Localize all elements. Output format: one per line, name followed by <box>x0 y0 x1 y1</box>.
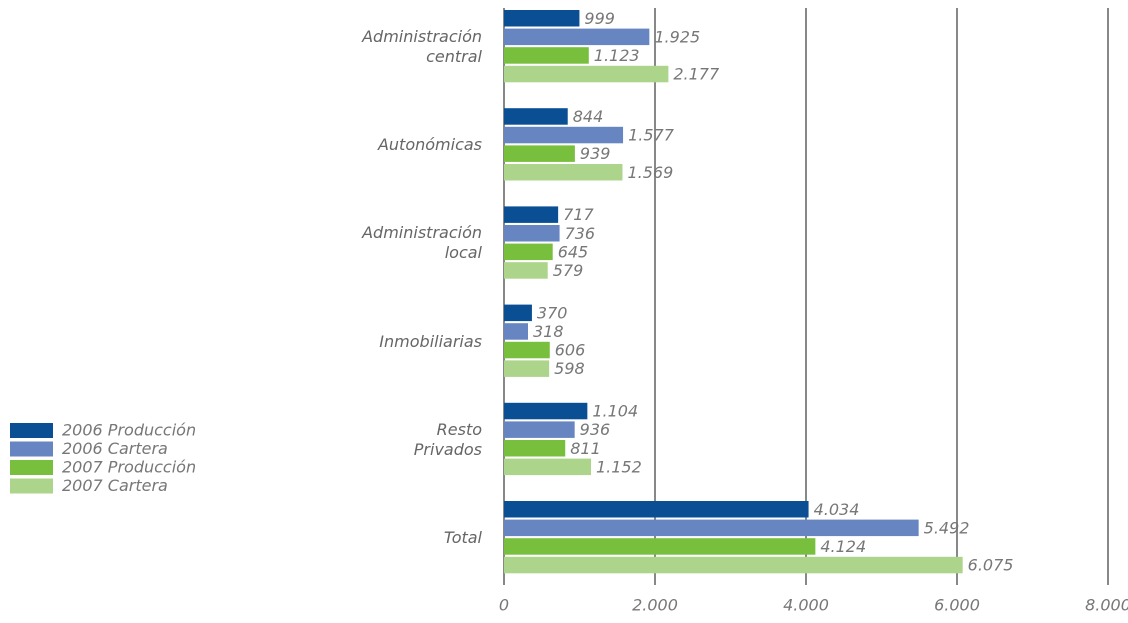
category-label: Resto Privados <box>413 419 482 459</box>
legend-swatch <box>10 423 53 438</box>
bar <box>504 519 919 537</box>
value-label: 645 <box>558 242 589 261</box>
x-tick-label: 4.000 <box>783 596 829 615</box>
value-label: 318 <box>533 322 564 341</box>
bar <box>504 458 591 476</box>
value-label: 1.569 <box>627 163 673 182</box>
legend-swatch <box>10 478 53 494</box>
value-label: 1.925 <box>654 27 700 46</box>
value-label: 844 <box>573 107 604 126</box>
value-label: 598 <box>554 359 585 378</box>
x-tick-label: 8.000 <box>1085 596 1128 615</box>
value-label: 811 <box>570 439 601 458</box>
value-label: 2.177 <box>673 65 720 84</box>
bar <box>504 164 623 181</box>
bar <box>504 304 532 322</box>
bar <box>504 108 568 125</box>
bar <box>504 440 566 457</box>
legend-label: 2006 Cartera <box>62 439 168 458</box>
legend-label: 2007 Cartera <box>62 476 168 495</box>
bar <box>504 262 548 279</box>
legend-label: 2006 Producción <box>62 421 196 440</box>
value-label: 1.123 <box>594 46 640 65</box>
bar <box>504 225 560 242</box>
value-label: 5.492 <box>924 518 970 537</box>
value-label: 4.124 <box>820 537 866 556</box>
value-label: 1.152 <box>596 457 642 476</box>
legend-label: 2007 Producción <box>62 458 196 477</box>
x-tick-label: 6.000 <box>934 596 980 615</box>
x-tick-label: 2.000 <box>632 596 678 615</box>
bar <box>504 243 553 261</box>
category-label: Total <box>443 528 482 547</box>
bar <box>504 145 575 162</box>
bar <box>504 341 550 359</box>
value-label: 4.034 <box>814 500 860 519</box>
value-label: 606 <box>555 341 586 360</box>
value-label: 717 <box>563 205 594 224</box>
value-label: 1.104 <box>592 402 638 421</box>
value-label: 939 <box>580 144 611 163</box>
bar <box>504 556 963 574</box>
value-label: 579 <box>553 261 584 280</box>
value-label: 736 <box>565 224 596 243</box>
value-label: 6.075 <box>968 556 1014 575</box>
bar <box>504 28 650 46</box>
category-label: Autonómicas <box>377 135 482 155</box>
bar <box>504 126 624 144</box>
bar <box>504 501 809 518</box>
value-label: 999 <box>584 9 615 28</box>
category-label: Inmobiliarias <box>379 331 482 351</box>
legend-swatch <box>10 441 53 457</box>
bar <box>504 360 550 377</box>
legend-swatch <box>10 460 53 475</box>
value-label: 370 <box>537 303 568 322</box>
bar <box>504 323 529 340</box>
bar <box>504 10 580 27</box>
bar <box>504 47 589 64</box>
bar <box>504 402 588 420</box>
bar <box>504 65 669 83</box>
category-label: Administración central <box>362 27 482 66</box>
value-label: 936 <box>580 420 611 439</box>
bar <box>504 421 575 438</box>
value-label: 1.577 <box>628 126 675 145</box>
category-label: Administración local <box>362 223 482 263</box>
bar <box>504 206 559 223</box>
bar <box>504 538 816 555</box>
x-tick-label: 0 <box>499 596 509 615</box>
